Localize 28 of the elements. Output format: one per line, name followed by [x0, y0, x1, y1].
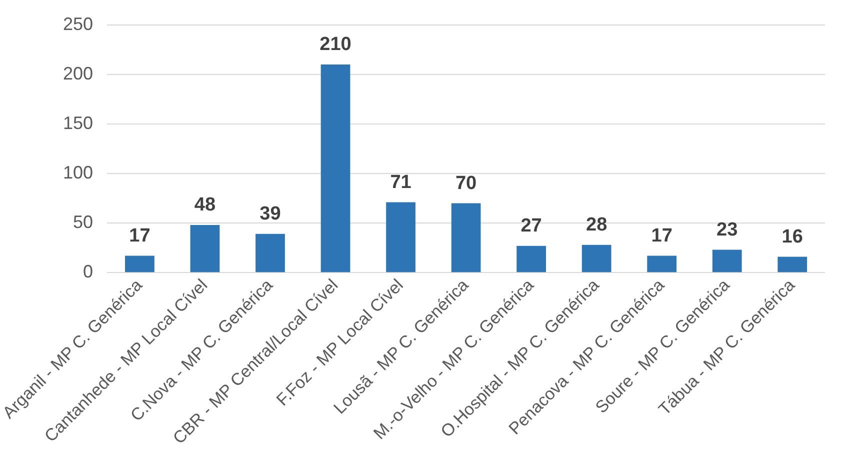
bar: [778, 256, 808, 272]
data-label: 70: [455, 172, 477, 194]
y-tick-label: 250: [63, 14, 94, 34]
bar: [190, 225, 220, 272]
bar: [125, 256, 154, 272]
y-tick-label: 200: [63, 63, 94, 84]
data-label: 16: [782, 226, 803, 248]
y-tick-label: 0: [83, 262, 94, 282]
y-tick-label: 100: [63, 162, 94, 182]
bar: [647, 256, 677, 272]
bar: [386, 202, 416, 272]
data-label: 71: [390, 172, 412, 193]
bar: [582, 244, 612, 272]
bar: [256, 234, 285, 272]
data-label: 17: [651, 225, 672, 246]
data-label: 27: [520, 216, 542, 237]
bar: [516, 246, 546, 272]
data-label: 28: [586, 214, 608, 236]
bar: [712, 250, 742, 272]
data-label: 17: [129, 225, 150, 246]
y-tick-label: 150: [63, 112, 94, 133]
bar: [451, 203, 481, 272]
bar: [320, 64, 350, 272]
data-label: 210: [320, 34, 352, 56]
y-tick-label: 50: [73, 212, 94, 232]
data-label: 39: [260, 204, 281, 225]
data-label: 23: [716, 220, 738, 241]
data-label: 48: [194, 194, 216, 216]
